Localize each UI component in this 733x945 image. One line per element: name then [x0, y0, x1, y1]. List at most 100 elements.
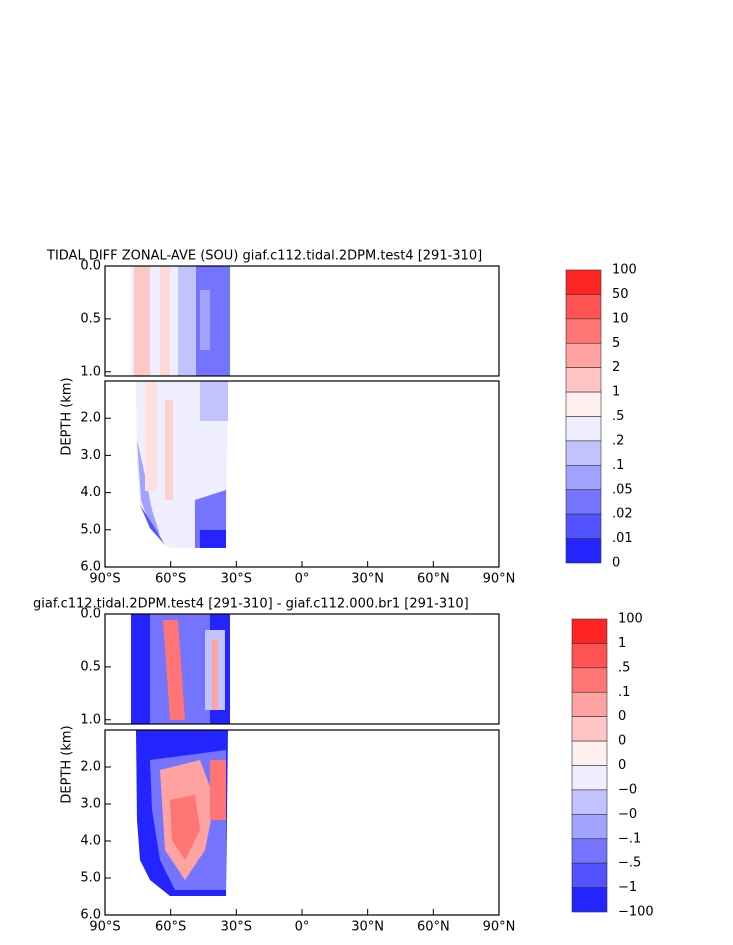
colorbar-label: 0: [612, 556, 620, 571]
field-area: [140, 505, 165, 545]
x-tick-label: 60°N: [417, 920, 450, 935]
colorbar-swatch: [565, 342, 602, 368]
colorbar-label: .2: [612, 433, 624, 448]
y-tick-label: 3.0: [80, 797, 101, 812]
field-area: [178, 266, 198, 376]
y-tick-label: 5.0: [80, 871, 101, 886]
field-area: [165, 400, 173, 500]
y-tick-label: 0.0: [80, 607, 101, 622]
y-tick-label: 0.5: [80, 311, 101, 326]
colorbar-swatch: [565, 513, 602, 539]
colorbar-label: 0: [618, 734, 626, 749]
colorbar-label: .1: [612, 458, 624, 473]
y-tick-label: 5.0: [80, 522, 101, 537]
colorbar-swatch: [571, 838, 608, 864]
colorbar-label: .02: [612, 507, 633, 522]
colorbar-swatch: [571, 789, 608, 815]
x-tick-label: 90°N: [483, 920, 516, 935]
colorbar-swatch: [565, 416, 602, 442]
colorbar-swatch: [571, 643, 608, 669]
y-tick-label: 0.0: [80, 259, 101, 274]
colorbar-label: −1: [618, 880, 637, 895]
colorbar-swatch: [565, 440, 602, 466]
colorbar-label: .5: [618, 660, 630, 675]
x-tick-label: 0°: [295, 920, 310, 935]
x-tick-label: 30°S: [221, 920, 252, 935]
colorbar-label: 10: [612, 311, 629, 326]
field-area: [212, 640, 218, 710]
x-tick-label: 0°: [295, 572, 310, 587]
colorbar-label: .05: [612, 482, 633, 497]
y-tick-label: 6.0: [80, 908, 101, 923]
field-area: [134, 266, 150, 376]
y-tick-label: 6.0: [80, 560, 101, 575]
colorbar-swatch: [571, 618, 608, 644]
colorbar-swatch: [571, 716, 608, 742]
x-tick-label: 30°S: [221, 572, 252, 587]
colorbar-label: .5: [612, 409, 624, 424]
y-axis-label: DEPTH (km): [60, 725, 75, 803]
field-area: [200, 530, 226, 548]
colorbar-label: 100: [618, 612, 643, 627]
y-tick-label: 3.0: [80, 448, 101, 463]
colorbar-label: 2: [612, 360, 620, 375]
colorbar-label: −.1: [618, 831, 641, 846]
colorbar-swatch: [565, 318, 602, 344]
y-tick-label: 1.0: [80, 712, 101, 727]
colorbar-label: −100: [618, 905, 654, 920]
colorbar-swatch: [571, 691, 608, 717]
y-axis-label: DEPTH (km): [60, 377, 75, 455]
y-tick-label: 0.5: [80, 659, 101, 674]
field-area: [163, 620, 185, 720]
colorbar-swatch: [571, 862, 608, 888]
colorbar-swatch: [565, 489, 602, 515]
colorbar-swatch: [565, 538, 602, 564]
colorbar-swatch: [571, 887, 608, 913]
x-tick-label: 60°S: [155, 572, 186, 587]
x-tick-label: 90°S: [89, 572, 120, 587]
colorbar-swatch: [571, 667, 608, 693]
colorbar-label: 0: [618, 709, 626, 724]
field-area: [200, 290, 210, 350]
chart-title: TIDAL DIFF ZONAL-AVE (SOU) giaf.c112.tid…: [46, 249, 482, 264]
x-tick-label: 30°N: [351, 920, 384, 935]
x-tick-label: 30°N: [351, 572, 384, 587]
x-tick-label: 60°S: [155, 920, 186, 935]
field-area: [170, 795, 200, 860]
y-tick-label: 1.0: [80, 364, 101, 379]
field-area: [200, 381, 228, 421]
colorbar-label: .01: [612, 531, 633, 546]
colorbar-label: .1: [618, 685, 630, 700]
x-tick-label: 90°N: [483, 572, 516, 587]
y-tick-label: 2.0: [80, 760, 101, 775]
colorbar-swatch: [565, 269, 602, 295]
plot-frame: [104, 265, 500, 377]
chart-title: giaf.c112.tidal.2DPM.test4 [291-310] - g…: [33, 597, 469, 612]
colorbar-label: 5: [612, 336, 620, 351]
colorbar-label: −0: [618, 782, 637, 797]
colorbar-swatch: [565, 294, 602, 320]
colorbar-swatch: [571, 740, 608, 766]
colorbar-swatch: [565, 367, 602, 393]
plot-frame: [104, 613, 500, 725]
y-tick-label: 2.0: [80, 411, 101, 426]
colorbar-label: 100: [612, 263, 637, 278]
field-area: [137, 440, 160, 535]
colorbar-swatch: [565, 465, 602, 491]
field-area: [210, 760, 226, 820]
colorbar-label: 50: [612, 287, 629, 302]
y-tick-label: 4.0: [80, 834, 101, 849]
colorbar-label: −0: [618, 807, 637, 822]
field: [131, 614, 230, 896]
field-area: [145, 381, 157, 491]
colorbar-swatch: [571, 814, 608, 840]
x-tick-label: 60°N: [417, 572, 450, 587]
colorbar-swatch: [571, 765, 608, 791]
y-tick-label: 4.0: [80, 485, 101, 500]
colorbar-label: −.5: [618, 856, 641, 871]
colorbar-swatch: [565, 391, 602, 417]
colorbar-label: 0: [618, 758, 626, 773]
field: [131, 266, 230, 548]
field-area: [160, 266, 170, 376]
